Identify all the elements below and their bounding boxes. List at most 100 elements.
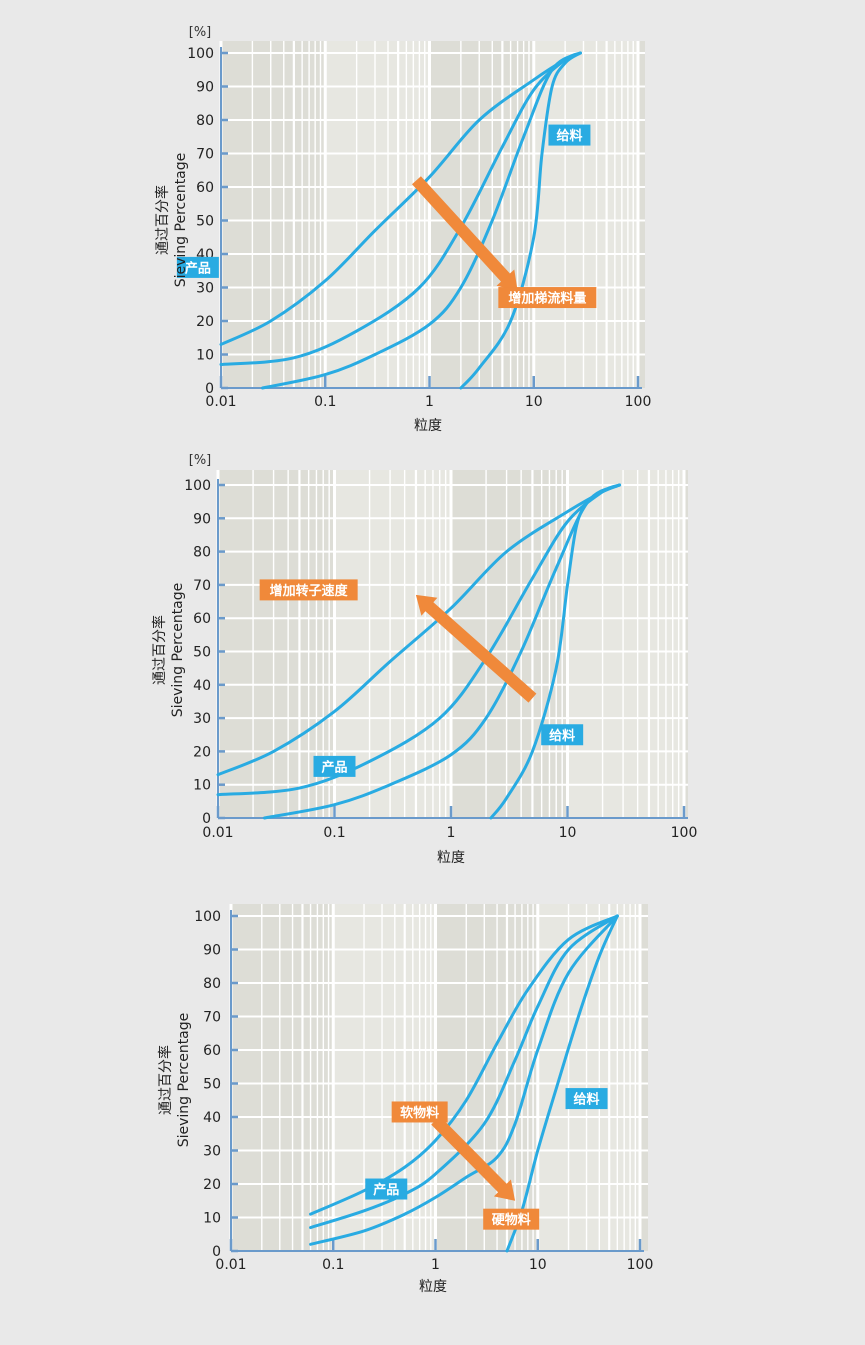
x-axis-title: 粒度 — [419, 1279, 447, 1295]
y-axis-title-cn: 通过百分率 — [157, 1045, 174, 1115]
y-tick-label: 100 — [184, 478, 211, 494]
y-tick-label: 60 — [203, 1043, 221, 1059]
trend-arrow — [412, 176, 518, 291]
annotation-label-blue: 给料 — [548, 124, 591, 146]
annotation-label-orange: 软物料 — [391, 1101, 448, 1123]
y-axis-title-en: Sieving Percentage — [170, 583, 186, 718]
x-tick-label: 10 — [529, 1257, 547, 1273]
y-tick-label: 70 — [203, 1010, 221, 1026]
x-axis-title: 粒度 — [437, 850, 465, 866]
x-tick-label: 10 — [559, 825, 577, 841]
annotation-text: 给料 — [556, 128, 582, 144]
annotation-text: 产品 — [321, 759, 347, 775]
y-tick-label: 70 — [193, 578, 211, 594]
y-axis-title-cn: 通过百分率 — [154, 185, 171, 255]
y-tick-label: 20 — [193, 744, 211, 760]
decade-band — [533, 41, 638, 388]
x-tick-label: 0.01 — [205, 394, 236, 410]
annotation-label-blue: 给料 — [565, 1088, 608, 1110]
plot-group: 0 10 20 30 40 50 60 70 80 90 100 0.01 0.1 1 10 100 增加转子速… — [184, 470, 697, 841]
y-tick-label: 30 — [193, 711, 211, 727]
y-tick-label: 80 — [203, 976, 221, 992]
annotation-text: 给料 — [549, 728, 575, 744]
annotation-label-orange: 增加梯流料量 — [498, 287, 597, 309]
y-tick-label: 40 — [203, 1110, 221, 1126]
annotation-text: 产品 — [373, 1182, 399, 1198]
y-tick-label: 0 — [205, 381, 214, 397]
annotation-label-blue: 产品 — [176, 256, 219, 278]
y-axis-title-cn: 通过百分率 — [151, 615, 168, 685]
y-axis-title-en: Sieving Percentage — [173, 153, 189, 288]
x-tick-label: 0.1 — [323, 825, 345, 841]
x-tick-label: 1 — [447, 825, 456, 841]
y-tick-label: 70 — [196, 147, 214, 163]
annotation-box — [498, 287, 597, 309]
annotation-text: 增加转子速度 — [270, 583, 349, 599]
annotation-box — [391, 1101, 448, 1123]
x-tick-label: 0.1 — [322, 1257, 344, 1273]
y-tick-label: 50 — [196, 214, 214, 230]
y-tick-label: 90 — [203, 943, 221, 959]
y-tick-label: 60 — [196, 180, 214, 196]
annotation-box — [259, 579, 358, 601]
y-tick-label: 0 — [202, 811, 211, 827]
annotation-text: 增加梯流料量 — [508, 291, 586, 307]
series-line-2 — [309, 914, 619, 1230]
series-line-3 — [260, 51, 582, 390]
series-line-3 — [309, 914, 619, 1246]
y-tick-label: 20 — [196, 314, 214, 330]
annotation-label-orange: 硬物料 — [483, 1208, 540, 1230]
x-tick-label: 0.01 — [202, 825, 233, 841]
y-tick-label: 40 — [193, 678, 211, 694]
x-tick-label: 100 — [671, 825, 698, 841]
x-tick-label: 0.1 — [314, 394, 336, 410]
annotation-box — [483, 1208, 540, 1230]
annotation-box — [548, 124, 591, 146]
x-tick-label: 100 — [625, 394, 652, 410]
series-line-4 — [459, 51, 582, 390]
decade-band — [567, 470, 684, 818]
decade-band — [537, 904, 640, 1251]
annotation-box — [365, 1178, 408, 1200]
y-tick-label: 50 — [193, 645, 211, 661]
y-tick-label: 90 — [196, 80, 214, 96]
x-tick-label: 100 — [627, 1257, 654, 1273]
series-line-4 — [489, 483, 622, 820]
y-tick-label: 100 — [194, 909, 221, 925]
y-tick-label: 100 — [187, 46, 214, 62]
annotation-text: 硬物料 — [492, 1212, 531, 1228]
annotation-box — [176, 256, 219, 278]
x-tick-label: 0.01 — [215, 1257, 246, 1273]
y-tick-label: 90 — [193, 511, 211, 527]
y-tick-label: 0 — [212, 1244, 221, 1260]
annotation-label-blue: 产品 — [365, 1178, 408, 1200]
annotation-text: 软物料 — [400, 1105, 439, 1121]
trend-arrow — [431, 1116, 516, 1201]
x-tick-label: 1 — [431, 1257, 440, 1273]
x-tick-label: 10 — [525, 394, 543, 410]
y-tick-label: 30 — [196, 281, 214, 297]
y-tick-label: 80 — [196, 113, 214, 129]
decade-band — [325, 41, 430, 388]
x-axis-title: 粒度 — [414, 418, 442, 434]
chart-soft-vs-hard-material: 0 10 20 30 40 50 60 70 80 90 100 0.01 0.1 1 10 100 软物料产品… — [157, 904, 654, 1295]
y-tick-label: 50 — [203, 1077, 221, 1093]
annotation-box — [313, 755, 356, 777]
annotation-label-orange: 增加转子速度 — [259, 579, 358, 601]
x-tick-label: 1 — [425, 394, 434, 410]
annotation-text: 产品 — [185, 260, 211, 276]
y-tick-label: 30 — [203, 1144, 221, 1160]
trend-arrow — [415, 594, 537, 703]
annotation-box — [541, 724, 584, 746]
y-tick-label: 10 — [196, 348, 214, 364]
y-axis-title-en: Sieving Percentage — [176, 1013, 192, 1148]
annotation-box — [565, 1088, 608, 1110]
chart-increase-rotor-speed: 0 10 20 30 40 50 60 70 80 90 100 0.01 0.1 1 10 100 增加转子速… — [151, 453, 697, 866]
y-unit-label: [%] — [189, 25, 212, 40]
y-tick-label: 20 — [203, 1177, 221, 1193]
annotation-label-blue: 给料 — [541, 724, 584, 746]
y-unit-label: [%] — [189, 453, 212, 468]
y-tick-label: 10 — [193, 778, 211, 794]
